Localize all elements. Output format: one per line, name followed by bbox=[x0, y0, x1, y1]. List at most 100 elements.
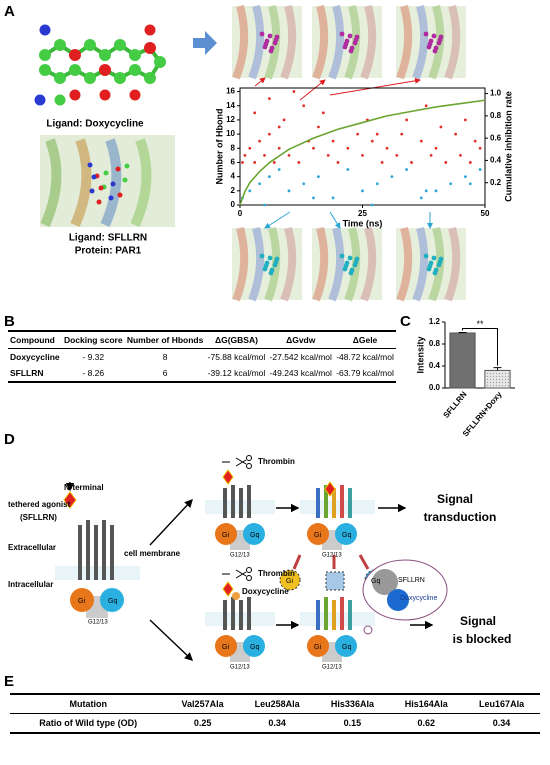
table-cell: His164Ala bbox=[389, 694, 464, 714]
label: G12/13 bbox=[322, 665, 342, 671]
ligand-atom bbox=[423, 31, 429, 37]
table-row: SFLLRN - 8.26 6 -39.12 kcal/mol -49.243 kcal… bbox=[8, 365, 396, 382]
table-cell: Leu167Ala bbox=[463, 694, 540, 714]
point bbox=[268, 97, 271, 101]
table-cell: -39.12 kcal/mol bbox=[207, 368, 266, 378]
point bbox=[302, 104, 306, 108]
ligand-atom bbox=[342, 44, 348, 50]
point bbox=[326, 153, 330, 157]
atom bbox=[54, 94, 66, 106]
ligand-atom bbox=[347, 255, 353, 261]
panel-label: E bbox=[4, 673, 14, 690]
point bbox=[375, 182, 379, 186]
helix bbox=[412, 226, 429, 302]
atom bbox=[69, 89, 81, 101]
ligand-atom bbox=[426, 44, 432, 50]
ligand-atom bbox=[352, 262, 358, 268]
point bbox=[380, 161, 384, 164]
ligand-atom bbox=[268, 270, 274, 276]
point bbox=[361, 153, 364, 157]
helix bbox=[360, 4, 377, 80]
point bbox=[370, 203, 374, 207]
table-cell: 0.34 bbox=[492, 718, 511, 728]
ligand-atom bbox=[342, 266, 348, 272]
panel-label: A bbox=[4, 3, 15, 20]
y-tick-label: 4 bbox=[231, 172, 236, 181]
atom bbox=[114, 39, 126, 51]
helix bbox=[444, 226, 461, 302]
ligand-atom bbox=[272, 262, 278, 268]
pointer bbox=[254, 77, 266, 87]
point bbox=[405, 168, 408, 171]
label: Gq bbox=[108, 598, 117, 605]
point bbox=[395, 153, 399, 157]
point bbox=[253, 111, 257, 115]
atom bbox=[39, 24, 51, 36]
point bbox=[464, 118, 467, 122]
y2-axis-title: Cumulative inhibition rate bbox=[503, 91, 513, 202]
label: G12/13 bbox=[230, 665, 250, 671]
point bbox=[468, 182, 472, 186]
point bbox=[287, 153, 291, 157]
helix bbox=[312, 4, 329, 80]
ligand-atom bbox=[87, 162, 93, 168]
ligand-atom bbox=[426, 266, 432, 272]
point bbox=[478, 168, 482, 171]
ligand-atom bbox=[352, 40, 358, 46]
table-cell: -48.72 kcal/mol bbox=[336, 352, 394, 362]
point bbox=[336, 161, 340, 164]
ligand-atom bbox=[91, 174, 97, 180]
y-tick-label: 8 bbox=[231, 143, 236, 152]
x-tick-label: 25 bbox=[358, 209, 367, 218]
helix bbox=[248, 4, 265, 80]
y-axis-title: Number of Hbond bbox=[214, 109, 224, 185]
ligand-atom bbox=[267, 33, 273, 39]
ligand-atom bbox=[89, 188, 95, 194]
y-tick-label: 2 bbox=[231, 186, 236, 195]
helix bbox=[100, 138, 122, 228]
point bbox=[258, 139, 261, 143]
table-cell: 0.15 bbox=[343, 718, 362, 728]
pointer bbox=[329, 211, 341, 229]
ligand-atom bbox=[259, 31, 265, 37]
table-cell: Mutation bbox=[10, 694, 167, 714]
point bbox=[346, 168, 350, 171]
y-tick-label: 0 bbox=[231, 200, 236, 209]
point bbox=[317, 125, 320, 129]
ligand-atom bbox=[259, 253, 265, 259]
signal-text: Signal bbox=[460, 614, 496, 628]
helix bbox=[232, 4, 249, 80]
helix bbox=[70, 138, 92, 228]
point bbox=[248, 189, 252, 193]
helix bbox=[328, 4, 345, 80]
receptor bbox=[78, 485, 251, 630]
label: (SFLLRN) bbox=[20, 513, 57, 522]
ligand-label: Ligand: Doxycycline bbox=[46, 119, 144, 130]
label: Gq bbox=[342, 532, 351, 539]
pointer bbox=[299, 79, 326, 101]
ligand-atom bbox=[432, 270, 438, 276]
point bbox=[331, 139, 335, 143]
label: SFLLRN bbox=[398, 577, 425, 584]
point bbox=[282, 118, 286, 122]
point bbox=[277, 146, 281, 150]
atom bbox=[144, 42, 156, 54]
point bbox=[258, 182, 261, 186]
point bbox=[277, 168, 281, 171]
point bbox=[321, 111, 325, 115]
helix bbox=[248, 226, 265, 302]
y-tick-label: 16 bbox=[226, 87, 235, 96]
x-tick-label: 0 bbox=[238, 209, 243, 218]
point bbox=[419, 139, 423, 143]
point bbox=[263, 203, 266, 207]
helix bbox=[312, 226, 329, 302]
table-cell: Leu258Ala bbox=[238, 694, 316, 714]
table-row: Doxycycline - 9.32 8 -75.88 kcal/mol -27.542… bbox=[8, 349, 396, 366]
atom bbox=[99, 89, 111, 101]
label: Gq bbox=[250, 532, 259, 539]
atom bbox=[54, 39, 66, 51]
table-cell: Ratio of Wild type (OD) bbox=[39, 718, 138, 728]
ligand-label: Ligand: SFLLRN bbox=[69, 233, 147, 244]
